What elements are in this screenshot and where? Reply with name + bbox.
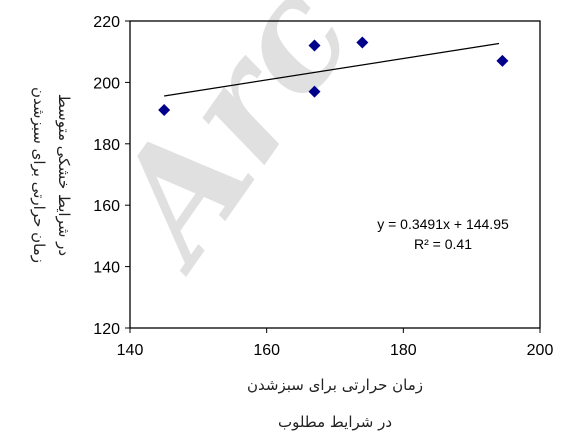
trendline-r2: R² = 0.41 [414,236,472,252]
plot-frame [129,20,541,329]
y-tick-label: 180 [93,137,120,154]
x-tick-label: 160 [253,342,280,359]
y-tick-label: 220 [93,14,120,31]
trendline-equation: y = 0.3491x + 144.95 [377,216,509,232]
data-point [158,104,171,117]
plot-area [129,20,541,329]
data-points [158,36,509,117]
axes: 140 160 180 200 120 140 160 180 200 220 [93,14,553,359]
y-tick-label: 200 [93,75,120,92]
trendline-layer [164,42,500,97]
y-tick-label: 120 [93,321,120,338]
y-axis-title-line: زمان حرارتی برای سبزشدن [30,87,48,263]
trendline [164,42,500,97]
x-tick-label: 200 [527,342,554,359]
data-point [496,54,509,67]
x-axis-title: زمان حرارتی برای سبزشدن در شرایط مطلوب [247,376,423,431]
y-tick-label: 140 [93,260,120,277]
y-axis-title: زمان حرارتی برای سبزشدن در شرایط خشکی متو… [30,87,73,263]
y-axis-title-line: در شرایط خشکی متوسط [55,94,73,256]
x-axis-title-line: زمان حرارتی برای سبزشدن [247,376,423,394]
x-tick-label: 180 [390,342,417,359]
x-tick-label: 140 [117,342,144,359]
data-point [308,39,321,52]
x-axis-title-line: در شرایط مطلوب [278,413,392,431]
y-tick-label: 160 [93,198,120,215]
data-point [356,36,369,49]
data-point [308,85,321,98]
